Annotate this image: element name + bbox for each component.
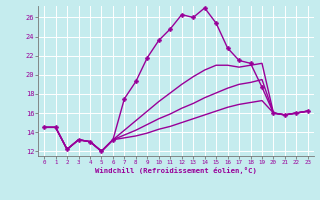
X-axis label: Windchill (Refroidissement éolien,°C): Windchill (Refroidissement éolien,°C) xyxy=(95,167,257,174)
